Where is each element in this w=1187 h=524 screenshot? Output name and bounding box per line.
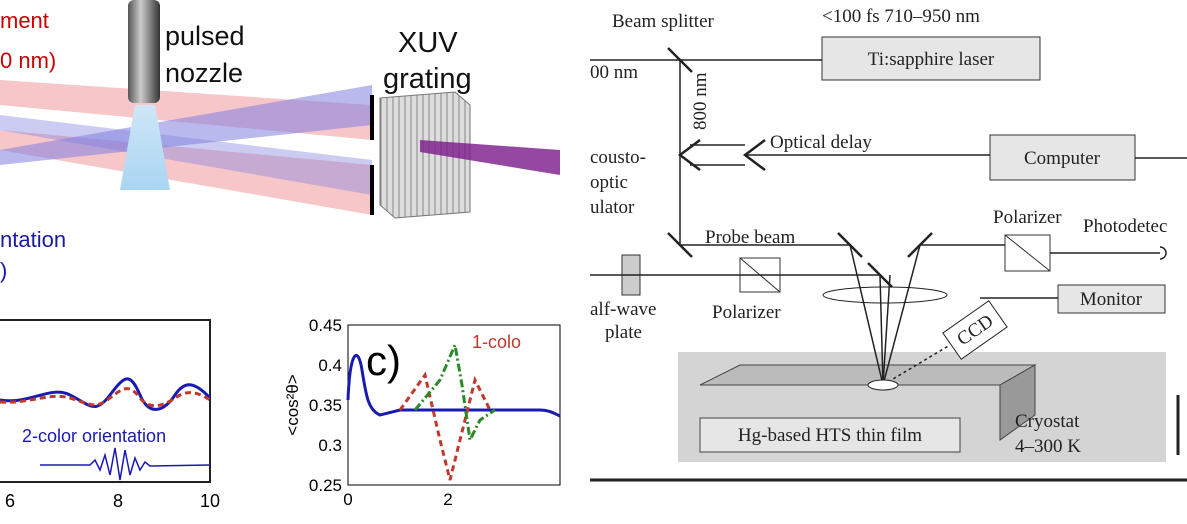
ccd: CCD — [943, 301, 1007, 359]
label: 0 nm) — [0, 48, 56, 73]
right-panel: CCD <100 fs 710–950 nm Beam splitter Ti:… — [590, 6, 1187, 480]
label: grating — [383, 63, 472, 95]
label: optic — [590, 172, 628, 193]
tick-label: 0.3 — [318, 436, 342, 455]
label: Probe beam — [705, 227, 795, 248]
tick-label: 0.25 — [309, 476, 342, 495]
label: 00 nm — [590, 62, 638, 83]
label: ment — [0, 8, 49, 33]
label: XUV — [398, 27, 458, 59]
label: Hg-based HTS thin film — [738, 425, 922, 446]
tick-label: 10 — [200, 491, 220, 511]
nozzle — [128, 0, 160, 103]
label: Polarizer — [993, 207, 1062, 228]
film-top — [700, 365, 1035, 385]
label: alf-wave — [590, 299, 656, 320]
tick-label: 2 — [443, 490, 452, 509]
label: nozzle — [165, 58, 243, 88]
label: Ti:sapphire laser — [868, 49, 995, 70]
label: Beam splitter — [612, 11, 715, 32]
curve — [40, 448, 210, 480]
label: Monitor — [1080, 289, 1143, 310]
axis-label: <cos²θ> — [283, 374, 302, 435]
tick-label: 0.4 — [318, 356, 342, 375]
label: Computer — [1024, 148, 1101, 169]
tick-label: 0.35 — [309, 396, 342, 415]
tick-label: 0 — [343, 490, 352, 509]
label: cousto- — [590, 147, 646, 168]
left-panel: ment 0 nm) pulsed nozzle XUV grating nta… — [0, 0, 560, 511]
label: plate — [605, 322, 642, 343]
label: 4–300 K — [1015, 436, 1081, 457]
label: 2-color orientation — [22, 426, 166, 446]
label: ulator — [590, 197, 635, 218]
label: 1-colo — [472, 332, 521, 352]
spot — [868, 380, 898, 390]
figure: ment 0 nm) pulsed nozzle XUV grating nta… — [0, 0, 1187, 524]
label: ) — [0, 258, 7, 283]
label: Optical delay — [770, 132, 872, 153]
lens — [823, 287, 947, 303]
tick-label: 0.45 — [309, 316, 342, 335]
label: Cryostat — [1015, 411, 1080, 432]
label: pulsed — [165, 21, 245, 51]
tick-label: 6 — [5, 491, 15, 511]
label: 800 nm — [690, 72, 711, 130]
curve — [415, 345, 495, 440]
tick-label: 8 — [113, 491, 123, 511]
label: ntation — [0, 227, 66, 252]
label: <100 fs 710–950 nm — [822, 6, 980, 27]
label: Polarizer — [712, 302, 781, 323]
label: Photodetec — [1083, 216, 1167, 237]
panel-label: c) — [366, 337, 401, 384]
